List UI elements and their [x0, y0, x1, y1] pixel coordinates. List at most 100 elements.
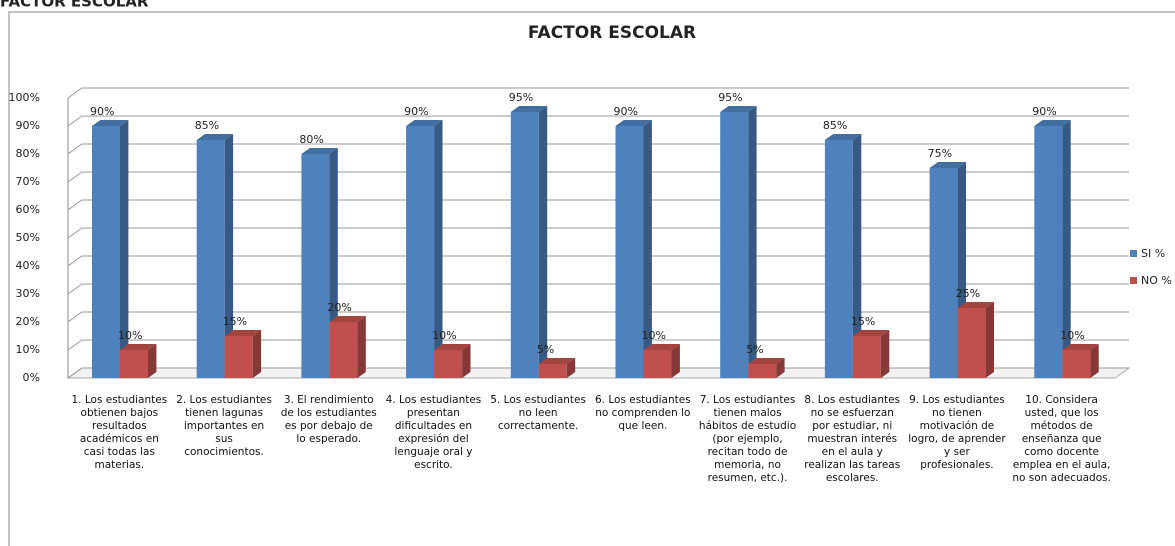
bar [196, 140, 225, 378]
bar [615, 126, 644, 378]
y-tick-label: 70% [16, 175, 40, 188]
bar-side [776, 358, 785, 378]
bar [224, 336, 253, 378]
bar-side [643, 120, 652, 378]
y-tick-label: 10% [16, 343, 40, 356]
y-tick-label: 90% [16, 119, 40, 132]
value-label: 90% [1032, 105, 1056, 118]
x-tick-label: 6. Los estudiantes no comprenden lo que … [595, 394, 691, 432]
x-label-box: 5. Los estudiantes no leen correctamente… [490, 394, 586, 432]
value-label: 10% [1060, 329, 1084, 342]
bar-top [1034, 120, 1071, 126]
bar [434, 350, 463, 378]
bar-side [224, 134, 234, 378]
y-tick-label: 20% [16, 315, 40, 328]
bar-side [671, 344, 680, 378]
value-label: 15% [851, 315, 875, 328]
x-label-box: 8. Los estudiantes no se esfuerzan por e… [804, 394, 901, 484]
value-label: 90% [614, 105, 638, 118]
bar-top [643, 344, 680, 350]
bar [120, 350, 148, 378]
value-label: 90% [404, 105, 428, 118]
page-heading: FACTOR ESCOLAR [0, 0, 149, 11]
y-tick-label: 80% [16, 147, 40, 160]
grid-line [67, 87, 1129, 99]
bar-top [406, 120, 443, 126]
bar-top [196, 134, 234, 140]
x-label-box: 3. El rendimiento de los estudiantes es … [281, 394, 377, 445]
x-tick-label: 9. Los estudiantes no tienen motivación … [908, 394, 1006, 471]
bar-top [434, 344, 471, 350]
bar-top [224, 330, 262, 336]
bar-top [1062, 344, 1099, 350]
grid-line [67, 115, 1129, 127]
bar [1062, 350, 1091, 378]
value-label: 5% [746, 343, 763, 356]
legend-label: NO % [1141, 274, 1172, 287]
bar-top [852, 330, 890, 336]
bar-side [357, 316, 366, 378]
value-label: 90% [90, 105, 114, 118]
bar-side [748, 106, 757, 378]
grid-line [67, 339, 1129, 351]
x-tick-label: 10. Considera usted, que los métodos de … [1012, 394, 1111, 484]
x-label-box: 9. Los estudiantes no tienen motivación … [908, 394, 1006, 471]
chart-title: FACTOR ESCOLAR [528, 23, 696, 43]
bar [957, 308, 986, 378]
bar-side [120, 120, 129, 378]
bar-side [538, 106, 548, 378]
y-tick-label: 60% [16, 203, 40, 216]
x-label-box: 6. Los estudiantes no comprenden lo que … [595, 394, 691, 432]
bar [510, 112, 539, 378]
bar-top [957, 302, 994, 308]
grid-line [67, 199, 1129, 211]
bar-top [510, 106, 548, 112]
value-label: 80% [299, 133, 323, 146]
x-tick-label: 5. Los estudiantes no leen correctamente… [490, 394, 586, 432]
value-label: 95% [718, 91, 742, 104]
value-label: 85% [823, 119, 847, 132]
x-tick-label: 4. Los estudiantes presentan dificultade… [385, 394, 482, 471]
legend-swatch [1130, 250, 1137, 257]
bar [301, 154, 330, 378]
grid-line [67, 227, 1129, 239]
x-label-box: 4. Los estudiantes presentan dificultade… [385, 394, 482, 471]
grid-line [67, 143, 1129, 155]
bar-side [434, 120, 443, 378]
bar-side [880, 330, 890, 378]
x-tick-label: 1. Los estudiantes obtienen bajos result… [71, 394, 168, 471]
bar-side [1090, 344, 1099, 378]
legend-label: SI % [1141, 247, 1165, 260]
bar-top [92, 120, 129, 126]
bar-top [720, 106, 757, 112]
y-tick-label: 30% [16, 287, 40, 300]
value-label: 15% [223, 315, 247, 328]
value-label: 20% [327, 301, 351, 314]
x-tick-label: 2. Los estudiantes tienen lagunas import… [176, 394, 272, 458]
y-tick-label: 100% [9, 91, 40, 104]
bar [92, 126, 120, 378]
bar-top [929, 162, 966, 168]
y-tick-label: 50% [16, 231, 40, 244]
bar [1034, 126, 1063, 378]
bar-top [329, 316, 366, 322]
value-label: 10% [432, 329, 456, 342]
bar-side [148, 344, 157, 378]
value-label: 85% [195, 119, 219, 132]
x-tick-label: 8. Los estudiantes no se esfuerzan por e… [804, 394, 901, 484]
bar-top [538, 358, 576, 364]
bar [538, 364, 567, 378]
bar [406, 126, 435, 378]
bar-side [1062, 120, 1071, 378]
bar-top [615, 120, 652, 126]
bar [329, 322, 358, 378]
value-label: 5% [537, 343, 554, 356]
bar-side [462, 344, 471, 378]
bar-side [852, 134, 862, 378]
bar [643, 350, 672, 378]
x-label-box: 2. Los estudiantes tienen lagunas import… [176, 394, 272, 458]
bar-top [748, 358, 785, 364]
bar-top [120, 344, 157, 350]
